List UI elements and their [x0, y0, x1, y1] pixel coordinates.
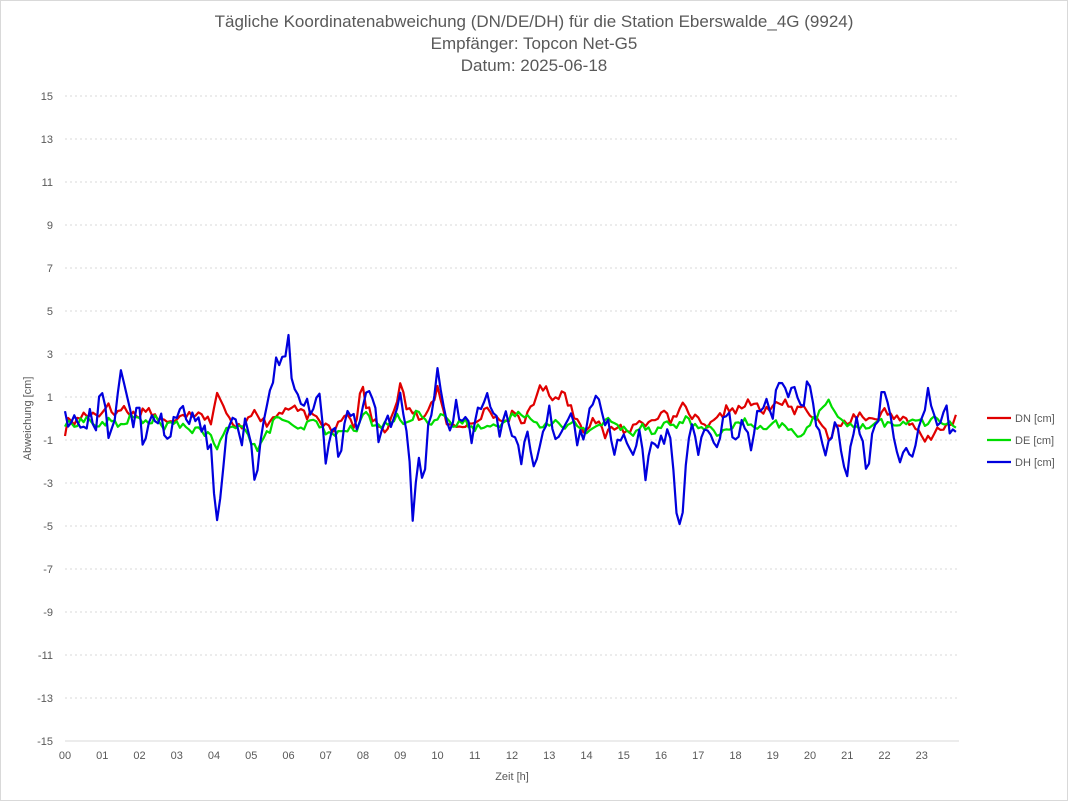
- y-tick-label: -9: [43, 607, 53, 619]
- y-tick-label: -5: [43, 521, 53, 533]
- x-tick-label: 13: [543, 750, 555, 762]
- x-tick-label: 02: [133, 750, 145, 762]
- x-tick-label: 07: [320, 750, 332, 762]
- y-tick-label: 5: [47, 306, 53, 318]
- series-lines: [63, 333, 957, 526]
- x-tick-label: 21: [841, 750, 853, 762]
- x-tick-label: 18: [729, 750, 741, 762]
- y-tick-labels: 15 13 11 9 7 5 3 1 -1 -3 -5 -7 -9 -11 -13 -15: [37, 91, 53, 748]
- x-tick-label: 17: [692, 750, 704, 762]
- x-tick-label: 16: [655, 750, 667, 762]
- chart-titles: Tägliche Koordinatenabweichung (DN/DE/DH…: [1, 11, 1067, 77]
- y-tick-label: 15: [41, 91, 53, 103]
- legend-label: DH [cm]: [1015, 457, 1055, 469]
- x-tick-label: 06: [282, 750, 294, 762]
- x-tick-label: 20: [804, 750, 816, 762]
- chart-subtitle-date: Datum: 2025-06-18: [460, 56, 608, 75]
- x-tick-label: 08: [357, 750, 369, 762]
- x-tick-label: 12: [506, 750, 518, 762]
- x-tick-label: 10: [431, 750, 443, 762]
- y-tick-label: 3: [47, 349, 53, 361]
- y-tick-label: 9: [47, 220, 53, 232]
- y-axis-title: Abweichung [cm]: [22, 377, 34, 461]
- x-tick-label: 03: [171, 750, 183, 762]
- chart-title: Tägliche Koordinatenabweichung (DN/DE/DH…: [214, 12, 854, 31]
- y-tick-label: -15: [37, 736, 53, 748]
- x-tick-label: 11: [469, 750, 480, 762]
- y-tick-label: -7: [43, 564, 53, 576]
- legend: DN [cm] DE [cm] DH [cm]: [987, 413, 1055, 469]
- y-tick-label: -11: [38, 650, 53, 662]
- y-tick-label: -1: [43, 435, 53, 447]
- legend-label: DE [cm]: [1015, 435, 1054, 447]
- x-tick-label: 09: [394, 750, 406, 762]
- chart-subtitle-receiver: Empfänger: Topcon Net-G5: [430, 34, 638, 53]
- y-tick-label: 11: [42, 177, 53, 189]
- x-tick-label: 22: [878, 750, 890, 762]
- x-tick-label: 01: [96, 750, 108, 762]
- x-tick-label: 19: [767, 750, 779, 762]
- x-tick-label: 15: [618, 750, 630, 762]
- y-tick-label: -3: [43, 478, 53, 490]
- x-tick-label: 00: [59, 750, 71, 762]
- y-tick-label: 7: [47, 263, 53, 275]
- legend-label: DN [cm]: [1015, 413, 1055, 425]
- x-tick-labels: 00 01 02 03 04 05 06 07 08 09 10 11 12 13 14 15 16 17 18 19…: [59, 750, 928, 762]
- grid: [65, 95, 959, 742]
- x-tick-label: 23: [916, 750, 928, 762]
- x-tick-label: 04: [208, 750, 220, 762]
- x-axis-title: Zeit [h]: [495, 771, 529, 783]
- x-tick-label: 14: [580, 750, 592, 762]
- series-line-dh: [63, 333, 957, 526]
- y-tick-label: -13: [37, 693, 53, 705]
- series-line-de: [64, 398, 957, 453]
- x-tick-label: 05: [245, 750, 257, 762]
- y-tick-label: 1: [47, 392, 53, 404]
- y-tick-label: 13: [41, 134, 53, 146]
